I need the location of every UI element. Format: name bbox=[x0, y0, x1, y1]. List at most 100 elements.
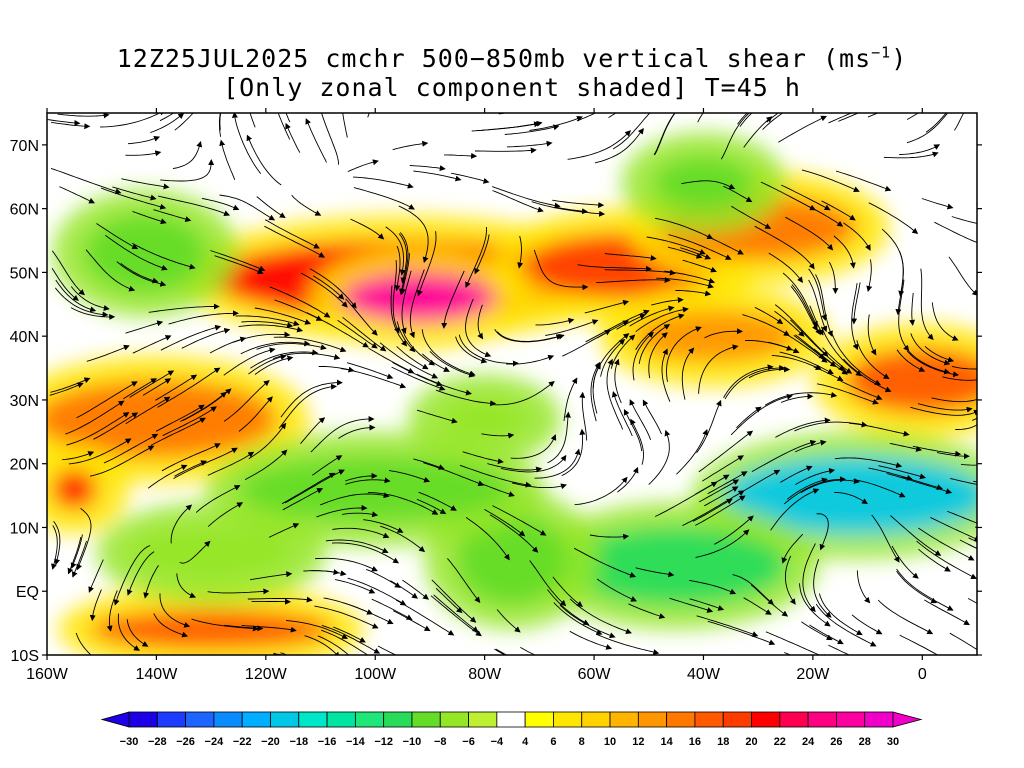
colorbar-label: −26 bbox=[176, 736, 195, 748]
streamline bbox=[555, 206, 588, 215]
shear-region bbox=[238, 457, 512, 522]
streamline bbox=[552, 576, 583, 608]
streamline bbox=[681, 347, 695, 400]
streamline bbox=[936, 452, 970, 460]
streamline bbox=[801, 169, 860, 192]
colorbar-label: −6 bbox=[462, 736, 475, 748]
colorbar-label: 28 bbox=[859, 736, 871, 748]
streamline bbox=[495, 648, 508, 655]
streamline bbox=[790, 319, 846, 371]
streamline bbox=[584, 299, 630, 314]
streamline bbox=[632, 331, 654, 381]
streamline bbox=[628, 603, 666, 619]
streamline bbox=[346, 362, 394, 380]
streamline bbox=[390, 580, 419, 599]
plot-title: 12Z25JUL2025 cmchr 500−850mb vertical sh… bbox=[0, 44, 1024, 102]
streamline bbox=[529, 115, 583, 131]
streamline bbox=[249, 113, 256, 128]
streamline bbox=[335, 579, 376, 594]
streamline bbox=[592, 363, 601, 414]
streamline bbox=[321, 113, 340, 165]
streamline bbox=[435, 587, 463, 614]
streamline bbox=[574, 476, 628, 506]
colorbar-box bbox=[722, 711, 752, 728]
streamline bbox=[960, 463, 977, 466]
shear-region bbox=[457, 514, 567, 604]
streamline bbox=[916, 540, 977, 580]
streamline bbox=[596, 276, 671, 284]
streamline bbox=[714, 515, 754, 545]
streamline bbox=[768, 252, 803, 284]
streamline bbox=[256, 196, 286, 219]
colorbar-box bbox=[354, 711, 385, 728]
streamline bbox=[762, 113, 792, 130]
streamline bbox=[416, 373, 472, 396]
streamline bbox=[596, 578, 638, 602]
colorbar-label: 26 bbox=[830, 736, 842, 748]
streamline bbox=[724, 365, 786, 400]
streamline bbox=[342, 602, 394, 625]
streamline bbox=[828, 261, 839, 295]
streamline bbox=[264, 225, 325, 258]
streamline bbox=[447, 558, 481, 603]
streamline bbox=[70, 286, 110, 311]
colorbar-box bbox=[637, 711, 668, 728]
colorbar-box bbox=[439, 711, 469, 728]
streamline bbox=[214, 255, 264, 275]
streamline bbox=[353, 187, 415, 210]
streamline bbox=[248, 354, 287, 375]
colorbar-box bbox=[383, 711, 413, 728]
streamline bbox=[492, 190, 544, 213]
streamline bbox=[681, 180, 736, 190]
streamline bbox=[342, 316, 387, 352]
streamline bbox=[300, 417, 326, 444]
streamline bbox=[676, 428, 708, 475]
streamline bbox=[535, 317, 575, 326]
streamline bbox=[707, 471, 748, 495]
streamline bbox=[720, 113, 750, 160]
shear-region bbox=[52, 470, 97, 509]
streamline bbox=[451, 172, 490, 184]
streamline bbox=[616, 314, 646, 330]
streamline bbox=[209, 336, 247, 354]
streamline bbox=[475, 147, 537, 154]
streamline bbox=[207, 502, 244, 527]
streamline bbox=[774, 304, 829, 357]
streamline bbox=[231, 113, 262, 174]
streamline bbox=[856, 570, 871, 604]
streamline bbox=[740, 469, 781, 494]
streamline bbox=[51, 121, 91, 130]
colorbar-box bbox=[524, 711, 554, 728]
streamline bbox=[300, 272, 348, 308]
streamline bbox=[471, 120, 543, 132]
colorbar-box bbox=[694, 711, 724, 728]
streamline bbox=[629, 399, 652, 440]
streamline bbox=[561, 428, 586, 477]
colorbar-label: 4 bbox=[522, 736, 529, 748]
streamline bbox=[786, 477, 828, 500]
streamline bbox=[367, 492, 439, 515]
lon-tick-label: 60W bbox=[578, 666, 612, 683]
streamline bbox=[158, 195, 231, 217]
streamline bbox=[545, 319, 599, 336]
streamline bbox=[286, 620, 348, 639]
streamline bbox=[784, 332, 828, 363]
streamline bbox=[195, 485, 241, 513]
streamline bbox=[125, 320, 164, 334]
streamline bbox=[132, 242, 196, 270]
streamline bbox=[54, 287, 109, 318]
streamline bbox=[331, 542, 400, 564]
streamline bbox=[282, 488, 324, 511]
lat-tick-label: 60N bbox=[10, 202, 39, 219]
colorbar-box bbox=[496, 711, 526, 728]
shear-region bbox=[47, 380, 277, 458]
streamline bbox=[494, 329, 565, 343]
streamline bbox=[784, 476, 847, 505]
streamline bbox=[132, 210, 167, 225]
streamline bbox=[890, 515, 942, 556]
streamline bbox=[62, 451, 95, 461]
streamline bbox=[321, 624, 381, 654]
streamline bbox=[800, 478, 860, 494]
streamline bbox=[912, 445, 962, 457]
streamline bbox=[238, 396, 273, 432]
